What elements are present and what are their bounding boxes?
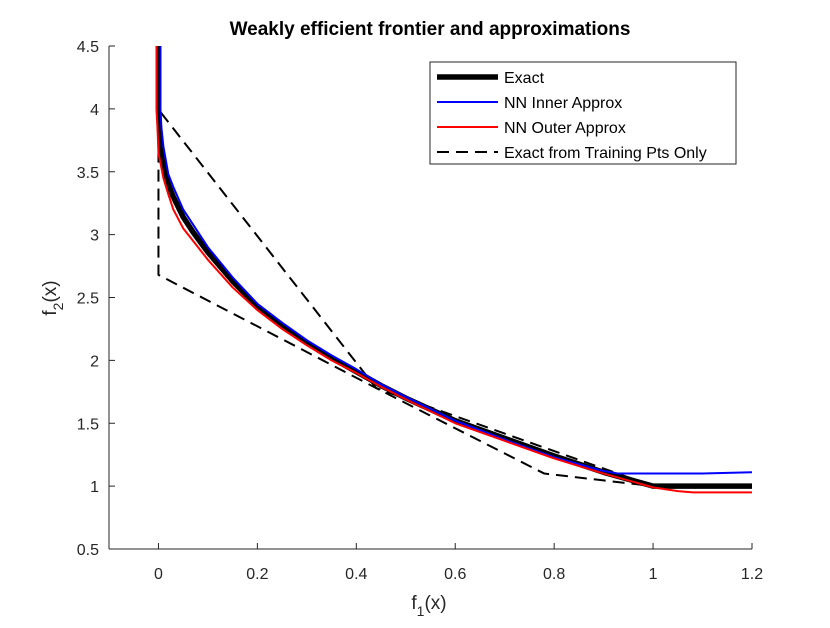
y-tick-label: 4.5 — [77, 39, 99, 56]
x-tick-label: 0.2 — [246, 566, 268, 583]
legend-label-exact: Exact — [504, 70, 545, 87]
x-tick-label: 0.6 — [444, 566, 466, 583]
series-line-exact — [155, 46, 752, 489]
x-tick-label: 0.8 — [543, 566, 565, 583]
x-axis-title-subscript: 1 — [417, 603, 425, 619]
axes-layer: 0 0.2 0.4 0.6 0.8 1 1.2 0.5 1 1.5 2 2.5 3 3.5 4 4.5 — [77, 39, 763, 583]
series-line-nn-outer-approx — [155, 46, 752, 494]
y-tick-label: 2 — [90, 353, 99, 370]
legend-label-training-pts: Exact from Training Pts Only — [504, 145, 707, 162]
x-tick-label: 0.4 — [345, 566, 367, 583]
x-axis-title: f1(x) — [411, 593, 446, 619]
chart-title: Weakly efficient frontier and approximat… — [230, 19, 631, 40]
legend-label-nn-outer: NN Outer Approx — [504, 120, 626, 137]
series-line-nn-inner-approx — [159, 46, 752, 475]
y-tick-label: 1.5 — [77, 416, 99, 433]
y-tick-label: 2.5 — [77, 291, 99, 308]
y-axis-title: f2(x) — [40, 280, 66, 315]
y-tick-label: 1 — [90, 479, 99, 496]
y-tick-label: 0.5 — [77, 542, 99, 559]
legend: Exact NN Inner Approx NN Outer Approx Ex… — [429, 61, 737, 165]
y-axis-title-subscript: 2 — [50, 302, 66, 310]
x-tick-label: 1.2 — [741, 566, 763, 583]
x-tick-label: 0 — [154, 566, 163, 583]
legend-label-nn-inner: NN Inner Approx — [504, 95, 622, 112]
y-tick-label: 4 — [90, 102, 99, 119]
y-axis-title-base: f — [40, 310, 61, 316]
x-axis-title-suffix: (x) — [424, 593, 446, 614]
y-tick-label: 3 — [90, 228, 99, 245]
y-axis-title-suffix: (x) — [40, 280, 61, 302]
x-axis-title-base: f — [411, 593, 417, 614]
y-tick-label: 3.5 — [77, 165, 99, 182]
x-tick-label: 1 — [649, 566, 658, 583]
series-layer — [155, 46, 752, 494]
series-line-exact-from-training-pts-only-2 — [160, 112, 654, 488]
